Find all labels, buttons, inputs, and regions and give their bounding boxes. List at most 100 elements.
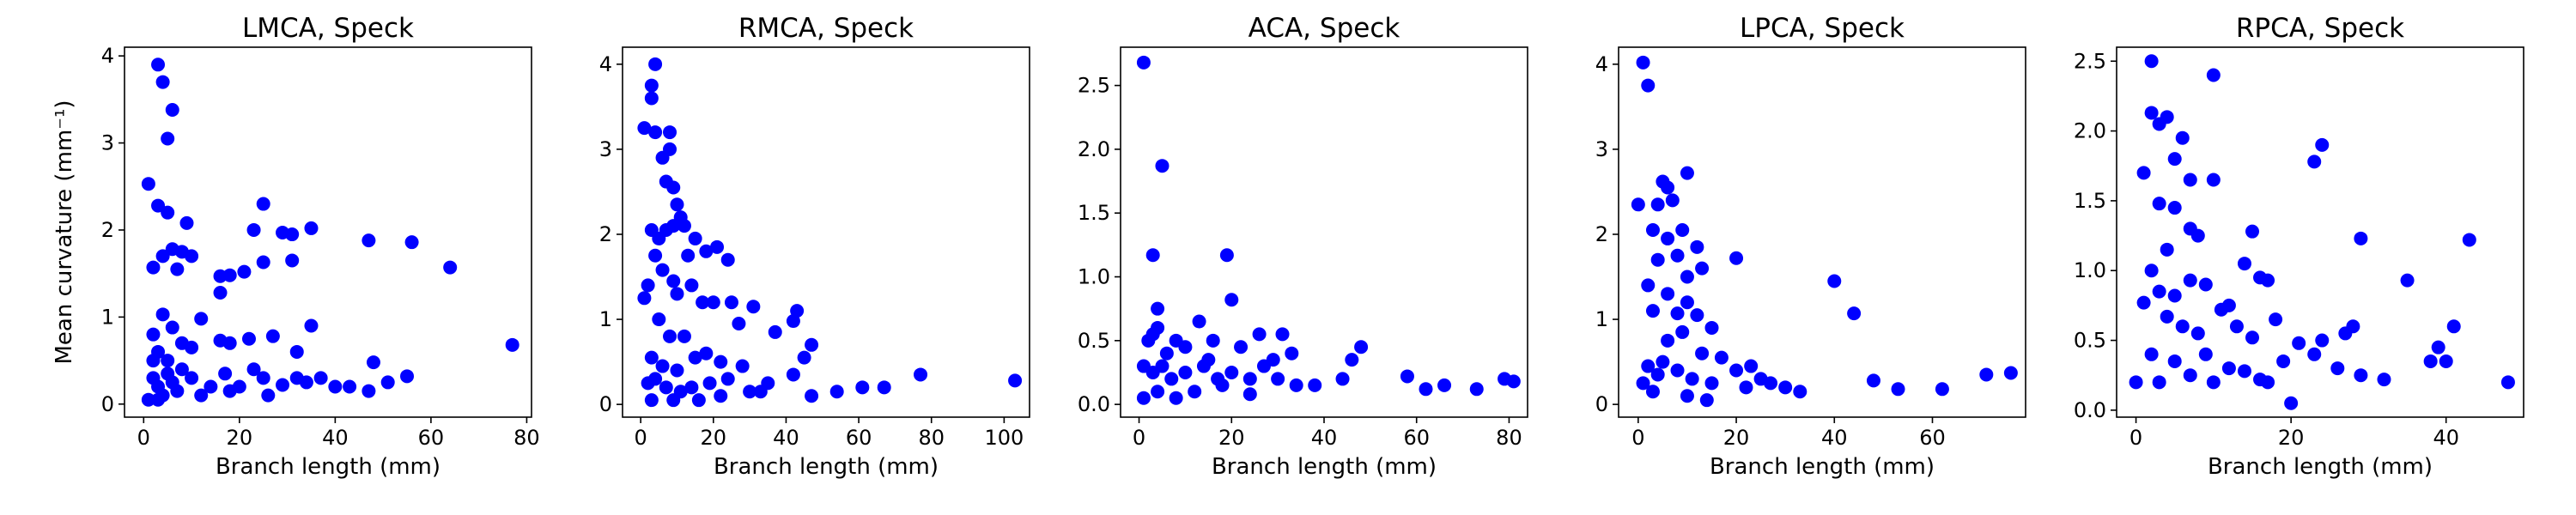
point xyxy=(746,300,761,314)
point xyxy=(304,318,319,333)
point xyxy=(637,121,652,136)
point xyxy=(1215,378,1230,392)
point xyxy=(2144,106,2159,120)
point xyxy=(1680,270,1694,284)
y-tick-label: 2.5 xyxy=(2074,49,2106,73)
point xyxy=(1636,376,1650,391)
point xyxy=(2003,366,2018,380)
point xyxy=(1206,333,1220,348)
point xyxy=(1151,320,1165,335)
x-tick-label: 60 xyxy=(1403,426,1430,450)
point xyxy=(720,252,735,267)
point xyxy=(1690,308,1704,323)
point xyxy=(174,362,189,377)
point xyxy=(648,57,663,71)
point xyxy=(2206,68,2221,82)
point xyxy=(276,378,290,392)
y-tick-label: 0 xyxy=(599,392,612,416)
point xyxy=(2136,295,2151,310)
axes-frame xyxy=(124,46,532,418)
point xyxy=(1680,166,1694,180)
point xyxy=(2500,375,2515,390)
point xyxy=(213,269,228,283)
point xyxy=(141,392,155,407)
x-tick-label: 20 xyxy=(701,426,727,450)
point xyxy=(2431,340,2445,354)
chart-title: LPCA, Speck xyxy=(1740,13,1905,44)
point xyxy=(1469,382,1484,397)
y-tick-label: 2 xyxy=(1595,222,1608,246)
point xyxy=(2136,166,2151,180)
point xyxy=(652,312,666,327)
x-tick-label: 40 xyxy=(2433,426,2459,450)
x-tick-label: 0 xyxy=(1133,426,1145,450)
point xyxy=(361,384,376,398)
point xyxy=(1188,385,1202,399)
point xyxy=(1729,363,1744,378)
point xyxy=(204,379,218,394)
point xyxy=(1661,231,1675,245)
point xyxy=(1739,380,1753,395)
point xyxy=(1661,287,1675,301)
point xyxy=(185,371,199,385)
point xyxy=(1675,223,1690,238)
y-tick-label: 0 xyxy=(101,392,114,416)
y-tick-label: 0.0 xyxy=(1078,392,1110,416)
point xyxy=(1714,350,1728,365)
point xyxy=(1145,248,1160,263)
point xyxy=(1169,391,1183,405)
chart-title: RPCA, Speck xyxy=(2236,13,2404,44)
point xyxy=(2160,110,2174,124)
x-tick-label: 60 xyxy=(1919,426,1946,450)
point xyxy=(1354,340,1369,354)
point xyxy=(1670,306,1685,321)
point xyxy=(151,198,166,213)
y-tick-label: 0 xyxy=(1595,392,1608,416)
point xyxy=(1308,378,1322,392)
point xyxy=(222,336,237,350)
point xyxy=(1685,372,1699,386)
y-tick-label: 1 xyxy=(599,307,612,331)
point xyxy=(805,389,819,403)
x-tick-label: 60 xyxy=(418,426,445,450)
point xyxy=(2245,224,2259,239)
point xyxy=(655,359,670,373)
axes-frame xyxy=(622,46,1030,418)
point xyxy=(1704,376,1719,391)
point xyxy=(1650,197,1665,212)
point xyxy=(2245,330,2259,345)
point xyxy=(2261,375,2275,390)
point xyxy=(1680,295,1694,310)
point xyxy=(2198,277,2213,292)
point xyxy=(1275,327,1290,342)
point xyxy=(237,264,252,279)
point xyxy=(2237,257,2251,271)
y-tick-label: 3 xyxy=(101,131,114,155)
point xyxy=(1827,274,1842,288)
point xyxy=(768,324,782,339)
point xyxy=(2144,264,2159,278)
point xyxy=(366,355,380,370)
point xyxy=(666,180,681,195)
y-tick-label: 2 xyxy=(599,222,612,246)
x-tick-label: 0 xyxy=(2129,426,2142,450)
point xyxy=(185,340,199,354)
point xyxy=(246,362,261,377)
point xyxy=(2292,336,2306,350)
x-axis-label: Branch length (mm) xyxy=(1710,454,1935,480)
point xyxy=(165,103,179,118)
x-axis-label: Branch length (mm) xyxy=(2208,454,2433,480)
y-tick-label: 0.5 xyxy=(1078,329,1110,353)
point xyxy=(1670,363,1685,378)
y-tick-label: 0.0 xyxy=(2074,398,2106,422)
point xyxy=(1224,293,1239,307)
point xyxy=(265,329,280,343)
point xyxy=(2183,273,2197,288)
point xyxy=(1335,372,1350,386)
point xyxy=(1155,359,1170,373)
point xyxy=(699,244,714,258)
point xyxy=(644,350,659,365)
point xyxy=(648,372,663,386)
point xyxy=(1136,391,1151,405)
point xyxy=(2190,326,2205,341)
